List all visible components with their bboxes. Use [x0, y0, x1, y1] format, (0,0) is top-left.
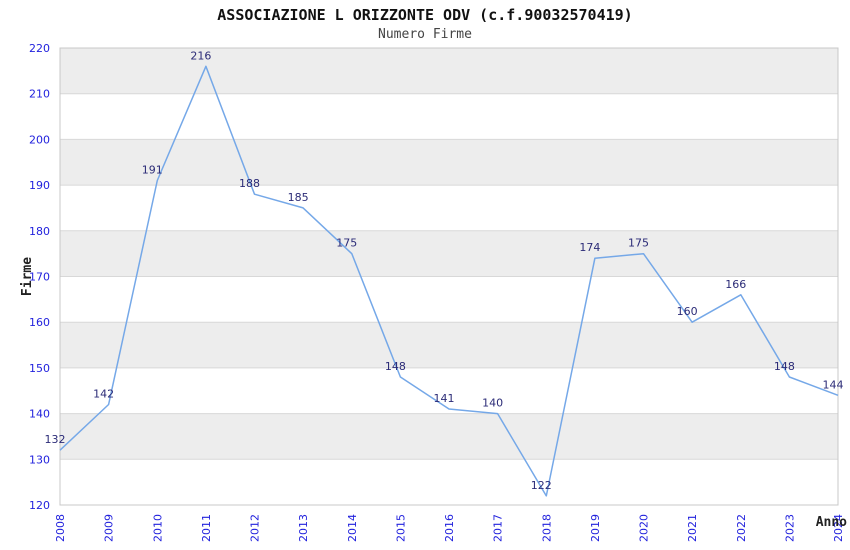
x-tick-label: 2015 — [394, 514, 407, 542]
plot-band — [60, 139, 838, 186]
x-tick-label: 2021 — [686, 514, 699, 542]
plot-border — [59, 47, 839, 506]
chart-subtitle: Numero Firme — [378, 27, 472, 42]
data-point-label: 175 — [628, 237, 649, 250]
y-tick-label: 220 — [29, 42, 50, 55]
y-tick-label: 210 — [29, 88, 50, 101]
data-point-label: 142 — [93, 387, 114, 400]
chart-title: ASSOCIAZIONE L ORIZZONTE ODV (c.f.900325… — [217, 6, 633, 24]
x-tick-label: 2010 — [151, 514, 164, 542]
y-tick-label: 190 — [29, 179, 50, 192]
data-point-label: 144 — [823, 378, 844, 391]
x-tick-label: 2019 — [589, 514, 602, 542]
x-tick-label: 2022 — [735, 514, 748, 542]
y-axis-title: Firme — [20, 257, 35, 296]
plot-band — [60, 48, 838, 94]
data-point-label: 160 — [677, 305, 698, 318]
data-point-label: 148 — [774, 360, 795, 373]
y-tick-label: 180 — [29, 225, 50, 238]
y-tick-label: 140 — [29, 408, 50, 421]
x-tick-label: 2018 — [540, 514, 553, 542]
x-tick-label: 2016 — [443, 514, 456, 542]
data-point-label: 148 — [385, 360, 406, 373]
x-tick-label: 2008 — [54, 514, 67, 542]
data-point-label: 141 — [434, 392, 455, 405]
x-tick-label: 2012 — [249, 514, 262, 542]
data-point-label: 174 — [579, 241, 600, 254]
plot-band — [60, 230, 838, 277]
x-tick-label: 2013 — [297, 514, 310, 542]
data-point-label: 122 — [531, 479, 552, 492]
y-tick-label: 130 — [29, 453, 50, 466]
data-point-label: 132 — [45, 433, 66, 446]
data-point-label: 175 — [336, 237, 357, 250]
data-point-label: 185 — [288, 191, 309, 204]
y-tick-label: 150 — [29, 362, 50, 375]
data-point-label: 191 — [142, 164, 163, 177]
y-tick-label: 120 — [29, 499, 50, 512]
x-tick-label: 2020 — [638, 514, 651, 542]
plot-band — [60, 322, 838, 368]
x-tick-label: 2011 — [200, 514, 213, 542]
data-point-label: 140 — [482, 397, 503, 410]
data-point-label: 216 — [190, 49, 211, 62]
y-tick-label: 170 — [29, 271, 50, 284]
y-tick-label: 160 — [29, 316, 50, 329]
x-tick-label: 2014 — [346, 514, 359, 542]
x-tick-label: 2009 — [103, 514, 116, 542]
data-point-label: 188 — [239, 177, 260, 190]
data-series-line — [59, 65, 839, 497]
y-tick-label: 200 — [29, 133, 50, 146]
x-tick-label: 2017 — [492, 514, 505, 542]
plot-band — [60, 413, 838, 460]
x-tick-label: 2023 — [783, 514, 796, 542]
data-point-label: 166 — [725, 278, 746, 291]
x-tick-label: 2024 — [832, 514, 845, 542]
x-axis-title: Anno — [816, 515, 847, 530]
